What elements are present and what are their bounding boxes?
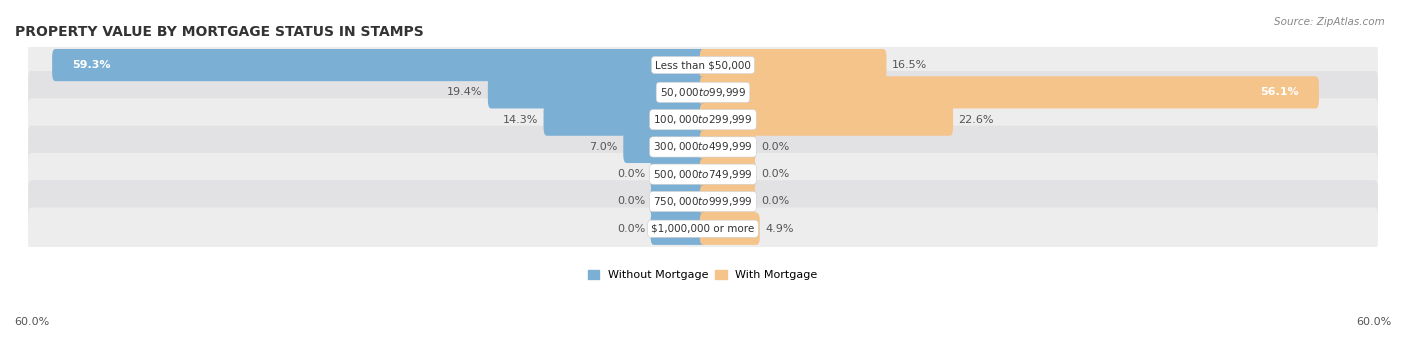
Text: 4.9%: 4.9% bbox=[765, 224, 794, 234]
FancyBboxPatch shape bbox=[700, 186, 755, 218]
Text: Less than $50,000: Less than $50,000 bbox=[655, 60, 751, 70]
FancyBboxPatch shape bbox=[28, 125, 1378, 168]
FancyBboxPatch shape bbox=[623, 131, 706, 163]
FancyBboxPatch shape bbox=[651, 213, 706, 245]
FancyBboxPatch shape bbox=[28, 180, 1378, 223]
Legend: Without Mortgage, With Mortgage: Without Mortgage, With Mortgage bbox=[583, 266, 823, 285]
FancyBboxPatch shape bbox=[700, 76, 1319, 108]
Text: 0.0%: 0.0% bbox=[761, 142, 789, 152]
Text: 19.4%: 19.4% bbox=[447, 87, 482, 98]
Text: $100,000 to $299,999: $100,000 to $299,999 bbox=[654, 113, 752, 126]
FancyBboxPatch shape bbox=[28, 98, 1378, 141]
FancyBboxPatch shape bbox=[700, 104, 953, 136]
FancyBboxPatch shape bbox=[28, 44, 1378, 86]
FancyBboxPatch shape bbox=[700, 49, 886, 81]
FancyBboxPatch shape bbox=[700, 131, 755, 163]
Text: 16.5%: 16.5% bbox=[891, 60, 927, 70]
Text: 22.6%: 22.6% bbox=[959, 115, 994, 125]
Text: $750,000 to $999,999: $750,000 to $999,999 bbox=[654, 195, 752, 208]
Text: PROPERTY VALUE BY MORTGAGE STATUS IN STAMPS: PROPERTY VALUE BY MORTGAGE STATUS IN STA… bbox=[15, 25, 423, 39]
FancyBboxPatch shape bbox=[488, 76, 706, 108]
Text: Source: ZipAtlas.com: Source: ZipAtlas.com bbox=[1274, 17, 1385, 27]
Text: 14.3%: 14.3% bbox=[503, 115, 538, 125]
FancyBboxPatch shape bbox=[700, 213, 759, 245]
Text: $500,000 to $749,999: $500,000 to $749,999 bbox=[654, 168, 752, 181]
FancyBboxPatch shape bbox=[651, 158, 706, 190]
Text: 59.3%: 59.3% bbox=[72, 60, 110, 70]
Text: $300,000 to $499,999: $300,000 to $499,999 bbox=[654, 140, 752, 153]
Text: 0.0%: 0.0% bbox=[761, 196, 789, 207]
Text: 0.0%: 0.0% bbox=[761, 169, 789, 179]
FancyBboxPatch shape bbox=[28, 207, 1378, 250]
FancyBboxPatch shape bbox=[544, 104, 706, 136]
Text: $1,000,000 or more: $1,000,000 or more bbox=[651, 224, 755, 234]
Text: 7.0%: 7.0% bbox=[589, 142, 617, 152]
Text: 0.0%: 0.0% bbox=[617, 196, 645, 207]
Text: 60.0%: 60.0% bbox=[14, 317, 49, 327]
Text: 0.0%: 0.0% bbox=[617, 169, 645, 179]
Text: 0.0%: 0.0% bbox=[617, 224, 645, 234]
Text: 56.1%: 56.1% bbox=[1261, 87, 1299, 98]
FancyBboxPatch shape bbox=[52, 49, 706, 81]
FancyBboxPatch shape bbox=[28, 71, 1378, 114]
Text: 60.0%: 60.0% bbox=[1357, 317, 1392, 327]
FancyBboxPatch shape bbox=[28, 153, 1378, 195]
Text: $50,000 to $99,999: $50,000 to $99,999 bbox=[659, 86, 747, 99]
FancyBboxPatch shape bbox=[651, 186, 706, 218]
FancyBboxPatch shape bbox=[700, 158, 755, 190]
